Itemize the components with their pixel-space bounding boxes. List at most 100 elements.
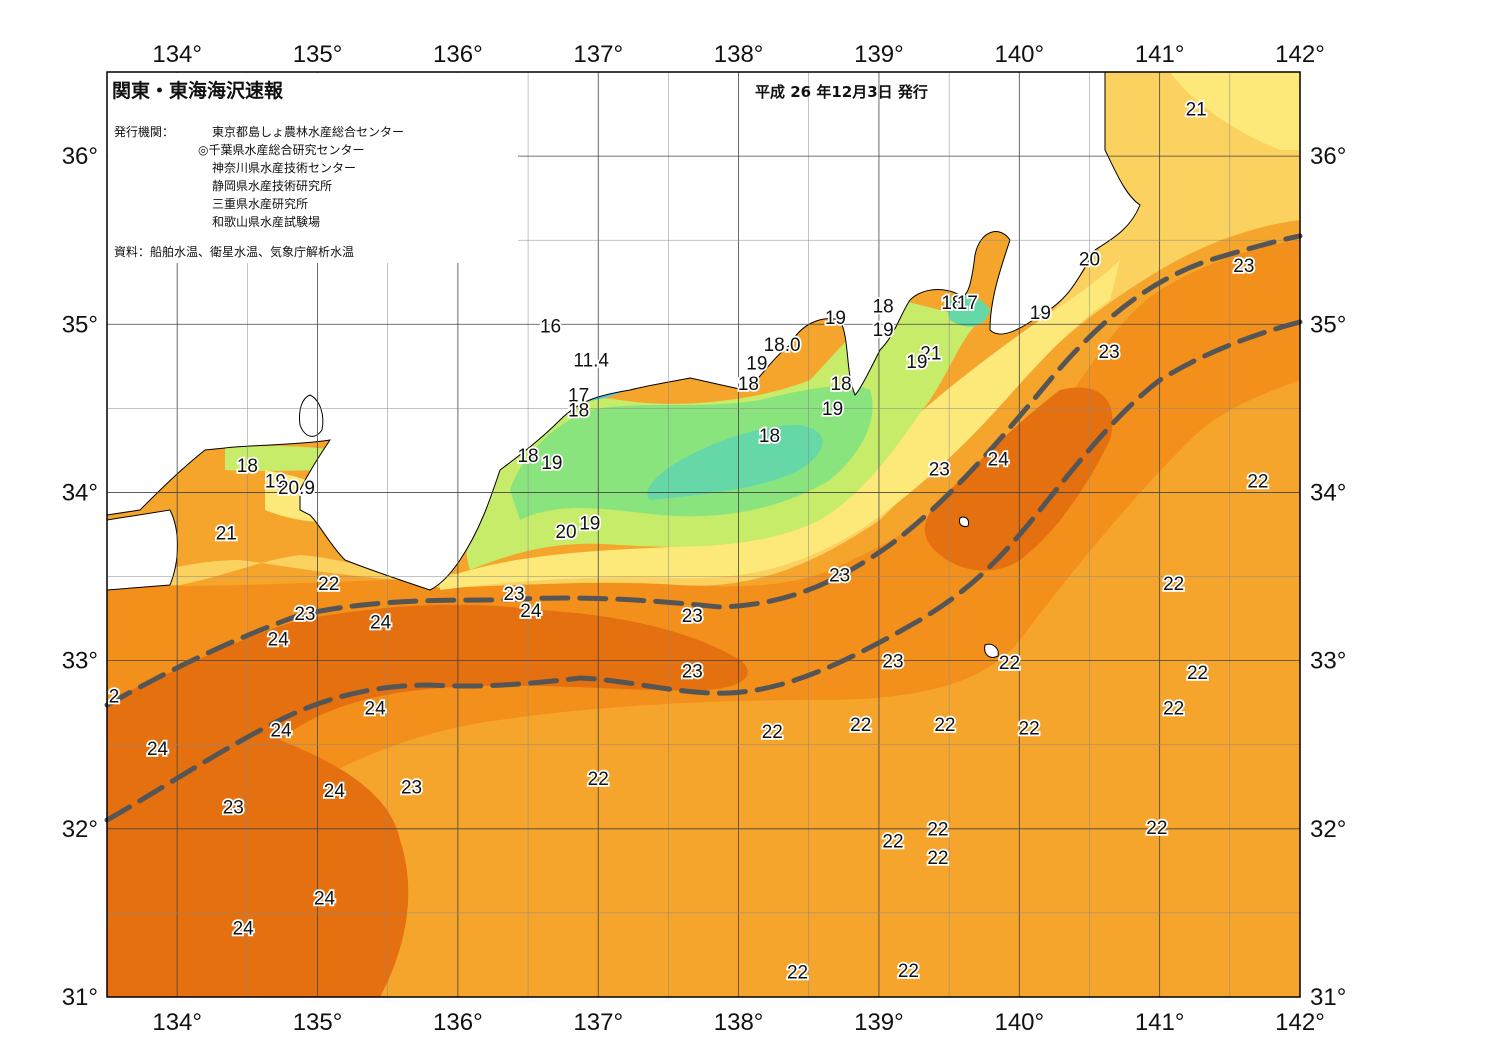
- isotherm-label: 18: [830, 374, 851, 395]
- isotherm-label: 18.0: [764, 335, 801, 356]
- isotherm-label: 21: [920, 344, 941, 365]
- water-17-sagami: [945, 294, 990, 327]
- isotherm-label: 22: [762, 722, 783, 743]
- isotherm-label: 16: [540, 317, 561, 338]
- longitude-label-top: 139°: [854, 41, 904, 68]
- isotherm-label: 19: [906, 352, 927, 373]
- latitude-label-left: 31°: [62, 984, 98, 1011]
- isotherm-label: 22: [927, 848, 948, 869]
- isotherm-label: 23: [1233, 256, 1254, 277]
- water-23-band: [107, 240, 1300, 930]
- isotherm-label: 22: [999, 653, 1020, 674]
- isotherm-label: 17: [957, 293, 978, 314]
- longitude-label-top: 136°: [433, 41, 483, 68]
- isotherm-label: 22: [1247, 471, 1268, 492]
- isotherm-label: 24: [233, 919, 255, 940]
- isotherm-label: 17: [568, 386, 589, 407]
- isotherm-label: 24: [520, 601, 542, 622]
- header: 関東・東海海沢速報 平成 26 年12月3日 発行 発行機関： 東京都島しょ農林…: [108, 73, 928, 263]
- latitude-label-left: 35°: [62, 311, 98, 338]
- isotherm-label: 23: [882, 651, 903, 672]
- longitude-label-top: 140°: [994, 41, 1044, 68]
- isotherm-label: 19: [822, 399, 843, 420]
- land-izu-oshima: [959, 516, 969, 527]
- map-title: 関東・東海海沢速報: [112, 79, 284, 102]
- isotherm-label: 22: [1019, 719, 1040, 740]
- isotherm-label: 23: [682, 661, 703, 682]
- isotherm-label: 22: [934, 715, 955, 736]
- isotherm-label: 20: [1079, 249, 1100, 270]
- isotherm-label: 22: [1163, 698, 1184, 719]
- water-24-core: [107, 604, 748, 997]
- isotherm-label: 22: [787, 962, 808, 983]
- isotherm-label: 20.9: [278, 478, 315, 499]
- isotherm-label: 22: [882, 831, 903, 852]
- latitude-label-left: 36°: [62, 143, 98, 170]
- latitude-label-right: 33°: [1310, 648, 1346, 675]
- isotherm-label: 24: [147, 739, 169, 760]
- latitude-label-right: 32°: [1310, 816, 1346, 843]
- isotherm-label: 19: [873, 320, 894, 341]
- latitude-label-left: 34°: [62, 479, 98, 506]
- isotherm-label: 18: [568, 401, 589, 422]
- water-17: [647, 425, 823, 500]
- isotherm-label: 19: [265, 471, 286, 492]
- longitude-label-bottom: 136°: [433, 1009, 483, 1036]
- isotherm-label: 22: [1163, 574, 1184, 595]
- latitude-label-right: 31°: [1310, 984, 1346, 1011]
- isotherm-label: 23: [1099, 342, 1120, 363]
- latitude-label-left: 33°: [62, 648, 98, 675]
- issuer-5: 三重県水産研究所: [212, 196, 308, 211]
- longitude-label-bottom: 141°: [1135, 1009, 1185, 1036]
- issuer-1: 東京都島しょ農林水産総合センター: [212, 124, 404, 139]
- latitude-label-right: 35°: [1310, 311, 1346, 338]
- axis-labels: 134° 134° 135° 135° 136° 136° 137° 137° 138° 138°…: [62, 41, 1347, 1036]
- isotherm-label: 21: [216, 524, 237, 545]
- isotherm-label: 24: [324, 781, 346, 802]
- issuers-label: 発行機関：: [114, 124, 174, 139]
- land-hachijo: [984, 643, 999, 658]
- isotherm-label: 18: [941, 293, 962, 314]
- isotherm-label: 19: [746, 354, 767, 375]
- isotherm-label: 11.4: [573, 350, 609, 371]
- longitude-label-bottom: 139°: [854, 1009, 904, 1036]
- isotherm-label: 23: [294, 604, 315, 625]
- land-shikoku: [107, 509, 178, 591]
- isotherm-label: 23: [223, 798, 244, 819]
- isotherm-label: 24: [370, 613, 392, 634]
- longitude-label-bottom: 137°: [573, 1009, 623, 1036]
- issue-date: 平成 26 年12月3日 発行: [755, 83, 928, 101]
- data-sources: 資料：船舶水温、衛星水温、気象庁解析水温: [114, 244, 354, 259]
- isotherm-label: 22: [850, 715, 871, 736]
- latitude-label-right: 34°: [1310, 479, 1346, 506]
- land-awaji: [299, 394, 324, 437]
- isotherm-label: 19: [1030, 303, 1051, 324]
- issuer-6: 和歌山県水産試験場: [212, 214, 320, 229]
- isotherm-label: 19: [541, 453, 562, 474]
- issuer-3: 神奈川県水産技術センター: [212, 160, 356, 175]
- longitude-label-top: 142°: [1275, 41, 1325, 68]
- map-frame: [106, 71, 1301, 998]
- longitude-label-top: 138°: [714, 41, 764, 68]
- isotherm-label: 23: [929, 460, 950, 481]
- kuroshio-axis-south: [104, 319, 1303, 823]
- isotherm-label: 23: [829, 566, 850, 587]
- isotherm-label: 18: [237, 456, 258, 477]
- isotherm-label: 24: [988, 450, 1010, 471]
- isotherm-label: 24: [270, 720, 292, 741]
- longitude-label-top: 134°: [152, 41, 202, 68]
- latitude-label-right: 36°: [1310, 143, 1346, 170]
- isotherm-label: 23: [401, 777, 422, 798]
- isotherm-label: 18: [759, 426, 780, 447]
- longitude-label-bottom: 140°: [994, 1009, 1044, 1036]
- isotherm-label: 24: [314, 888, 336, 909]
- isotherm-label: 21: [1186, 100, 1207, 121]
- latitude-label-left: 32°: [62, 816, 98, 843]
- longitude-label-top: 137°: [573, 41, 623, 68]
- water-20-northeast: [1105, 72, 1300, 150]
- isotherm-label: 23: [682, 606, 703, 627]
- water-19-osaka: [225, 445, 335, 471]
- isotherm-label: 20: [555, 522, 576, 543]
